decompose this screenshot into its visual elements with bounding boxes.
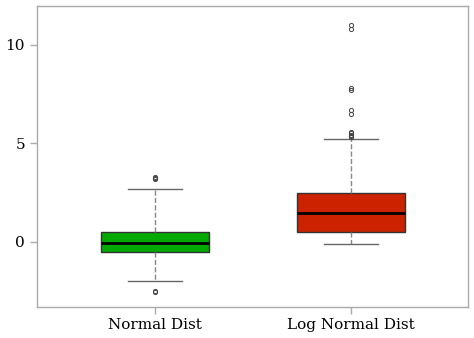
PathPatch shape: [100, 232, 209, 251]
PathPatch shape: [297, 193, 405, 232]
